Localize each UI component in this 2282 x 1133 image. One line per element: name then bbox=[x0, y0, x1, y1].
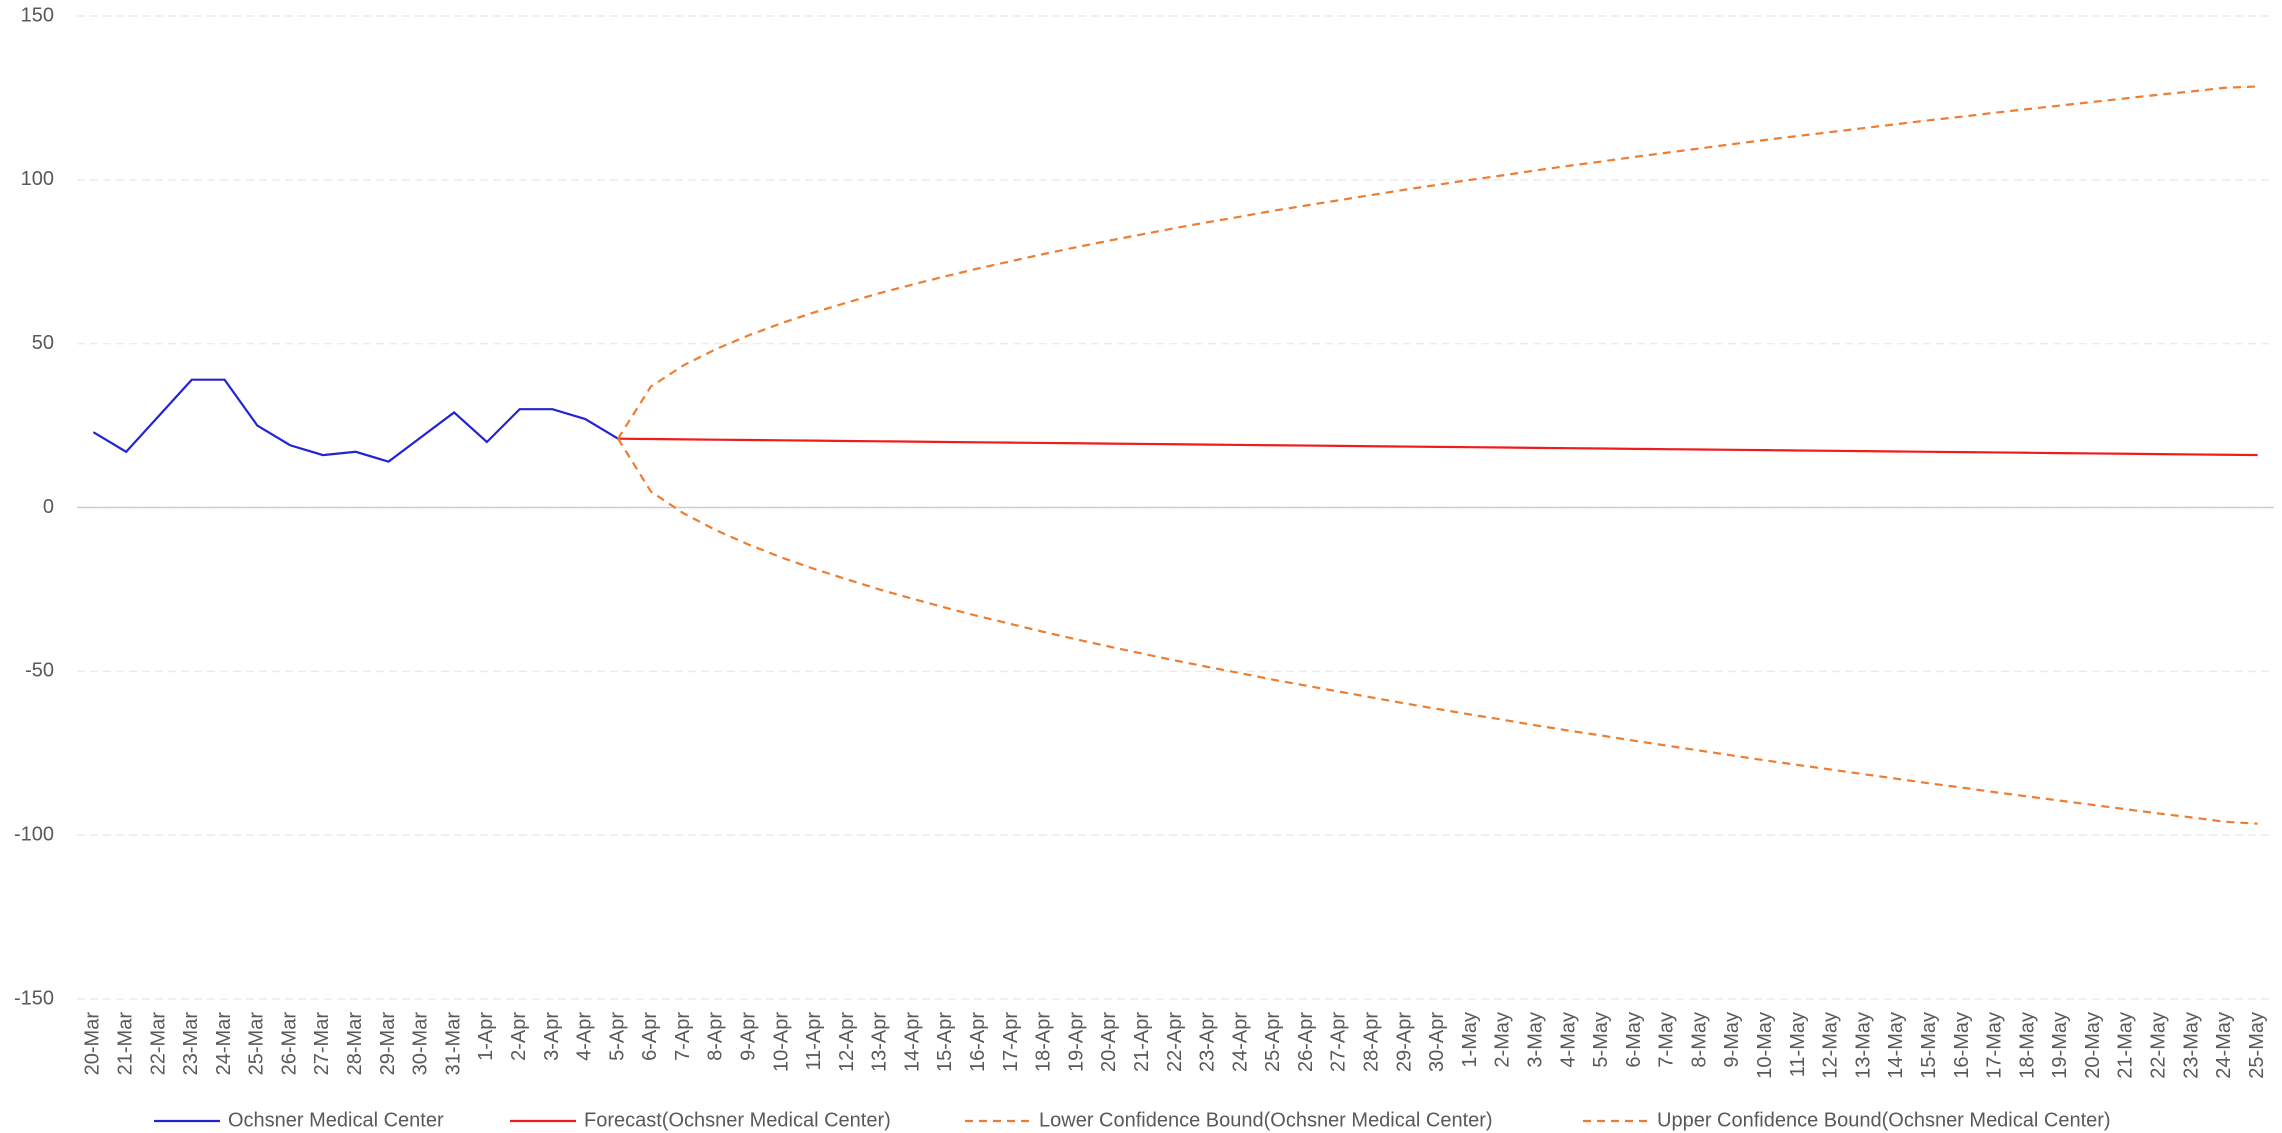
x-tick-label: 17-May bbox=[1984, 1012, 2006, 1079]
x-tick-label: 6-May bbox=[1623, 1012, 1645, 1068]
y-tick-label: 150 bbox=[21, 4, 54, 26]
x-tick-label: 21-Mar bbox=[114, 1012, 136, 1076]
x-tick-label: 31-Mar bbox=[442, 1012, 464, 1076]
legend-label: Upper Confidence Bound(Ochsner Medical C… bbox=[1657, 1109, 2111, 1131]
x-tick-label: 29-Mar bbox=[377, 1012, 399, 1076]
x-tick-label: 5-May bbox=[1590, 1012, 1612, 1068]
x-tick-label: 22-May bbox=[2148, 1012, 2170, 1079]
x-tick-label: 12-May bbox=[1820, 1012, 1842, 1079]
x-tick-label: 23-Apr bbox=[1197, 1012, 1219, 1072]
x-tick-label: 6-Apr bbox=[639, 1012, 661, 1061]
x-tick-label: 30-Mar bbox=[410, 1012, 432, 1076]
x-tick-label: 23-Mar bbox=[180, 1012, 202, 1076]
x-tick-label: 11-Apr bbox=[803, 1012, 825, 1071]
x-tick-label: 24-May bbox=[2213, 1012, 2235, 1079]
x-tick-label: 26-Apr bbox=[1295, 1012, 1317, 1072]
legend-label: Forecast(Ochsner Medical Center) bbox=[584, 1109, 891, 1131]
x-tick-label: 1-Apr bbox=[475, 1012, 497, 1061]
y-tick-label: -150 bbox=[14, 987, 54, 1009]
y-tick-label: 50 bbox=[32, 332, 54, 354]
x-tick-label: 7-Apr bbox=[672, 1012, 694, 1061]
x-tick-label: 3-May bbox=[1524, 1012, 1546, 1068]
legend-label: Lower Confidence Bound(Ochsner Medical C… bbox=[1039, 1109, 1493, 1131]
x-tick-label: 25-May bbox=[2246, 1012, 2268, 1079]
x-tick-label: 1-May bbox=[1459, 1012, 1481, 1068]
x-tick-label: 16-Apr bbox=[967, 1012, 989, 1072]
x-tick-label: 2-Apr bbox=[508, 1012, 530, 1061]
y-tick-label: 100 bbox=[21, 168, 54, 190]
series-line bbox=[617, 438, 2258, 825]
x-tick-label: 11-May bbox=[1787, 1012, 1809, 1077]
x-tick-label: 14-May bbox=[1885, 1012, 1907, 1079]
x-tick-label: 12-Apr bbox=[836, 1012, 858, 1072]
x-tick-label: 4-Apr bbox=[574, 1012, 596, 1061]
x-tick-label: 22-Mar bbox=[147, 1012, 169, 1076]
x-tick-label: 25-Apr bbox=[1262, 1012, 1284, 1072]
x-tick-label: 10-Apr bbox=[770, 1012, 792, 1072]
x-tick-label: 15-Apr bbox=[934, 1012, 956, 1072]
x-tick-label: 27-Mar bbox=[311, 1012, 333, 1076]
x-tick-label: 29-Apr bbox=[1393, 1012, 1415, 1072]
y-tick-label: 0 bbox=[43, 496, 54, 518]
x-tick-label: 4-May bbox=[1557, 1012, 1579, 1068]
x-tick-label: 18-May bbox=[2016, 1012, 2038, 1079]
y-tick-label: -100 bbox=[14, 823, 54, 845]
x-tick-label: 20-May bbox=[2082, 1012, 2104, 1079]
x-tick-label: 19-Apr bbox=[1065, 1012, 1087, 1072]
x-tick-label: 14-Apr bbox=[901, 1012, 923, 1072]
x-tick-label: 28-Mar bbox=[344, 1012, 366, 1076]
y-tick-label: -50 bbox=[25, 660, 54, 682]
x-tick-label: 9-Apr bbox=[737, 1012, 759, 1061]
x-tick-label: 10-May bbox=[1754, 1012, 1776, 1079]
x-tick-label: 8-May bbox=[1688, 1012, 1710, 1068]
x-tick-label: 19-May bbox=[2049, 1012, 2071, 1079]
x-tick-label: 22-Apr bbox=[1164, 1012, 1186, 1072]
x-tick-label: 5-Apr bbox=[606, 1012, 628, 1061]
x-tick-label: 28-Apr bbox=[1361, 1012, 1383, 1072]
x-tick-label: 13-May bbox=[1852, 1012, 1874, 1079]
x-tick-label: 17-Apr bbox=[1000, 1012, 1022, 1072]
x-tick-label: 2-May bbox=[1492, 1012, 1514, 1068]
x-tick-label: 20-Mar bbox=[82, 1012, 104, 1076]
x-tick-label: 21-May bbox=[2115, 1012, 2137, 1079]
series-line bbox=[617, 85, 2258, 440]
legend-label: Ochsner Medical Center bbox=[228, 1109, 444, 1131]
x-tick-label: 16-May bbox=[1951, 1012, 1973, 1079]
x-tick-label: 15-May bbox=[1918, 1012, 1940, 1079]
series-line bbox=[618, 437, 2258, 457]
x-tick-label: 25-Mar bbox=[246, 1012, 268, 1076]
x-tick-label: 23-May bbox=[2180, 1012, 2202, 1079]
x-tick-label: 18-Apr bbox=[1033, 1012, 1055, 1072]
x-tick-label: 26-Mar bbox=[278, 1012, 300, 1076]
x-tick-label: 20-Apr bbox=[1098, 1012, 1120, 1072]
x-tick-label: 24-Apr bbox=[1229, 1012, 1251, 1072]
x-tick-label: 21-Apr bbox=[1131, 1012, 1153, 1072]
x-tick-label: 3-Apr bbox=[541, 1012, 563, 1061]
x-tick-label: 13-Apr bbox=[869, 1012, 891, 1072]
x-tick-label: 24-Mar bbox=[213, 1012, 235, 1076]
x-tick-label: 27-Apr bbox=[1328, 1012, 1350, 1072]
x-tick-label: 9-May bbox=[1721, 1012, 1743, 1068]
series-line bbox=[92, 378, 619, 463]
x-tick-label: 30-Apr bbox=[1426, 1012, 1448, 1072]
x-tick-label: 8-Apr bbox=[705, 1012, 727, 1061]
x-tick-label: 7-May bbox=[1656, 1012, 1678, 1068]
